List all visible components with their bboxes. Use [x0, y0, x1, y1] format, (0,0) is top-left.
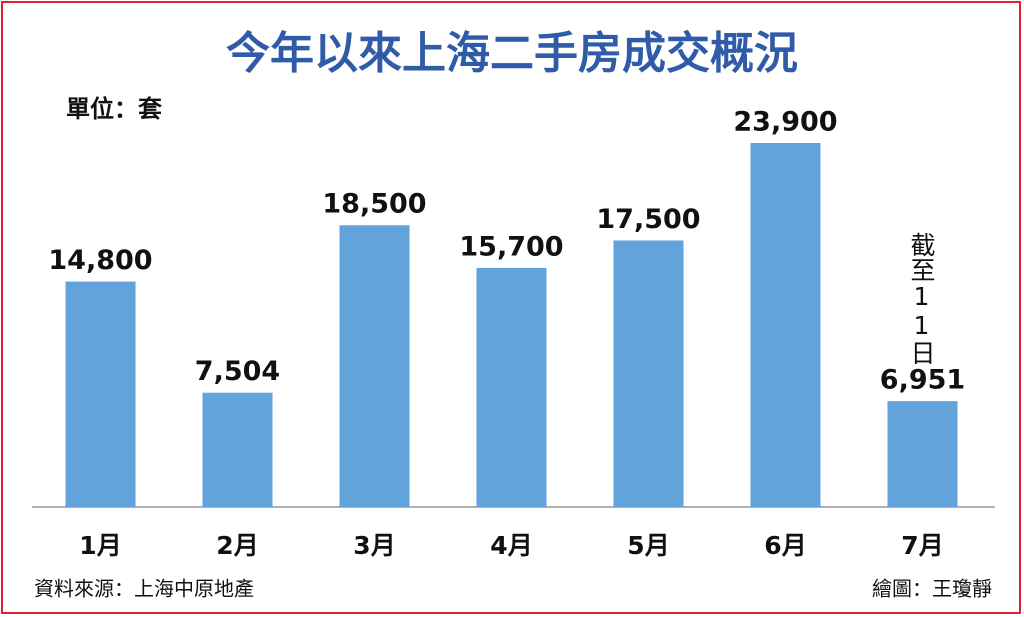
- bar: [476, 267, 547, 507]
- bar: [65, 281, 136, 507]
- x-tick-label: 4月: [490, 531, 532, 560]
- value-label: 14,800: [48, 245, 152, 276]
- x-tick-label: 2月: [216, 531, 258, 560]
- chart-title: 今年以來上海二手房成交概況: [226, 28, 798, 79]
- annotation: 截至11日: [907, 232, 936, 365]
- x-tick-label: 6月: [764, 531, 806, 560]
- x-tick-label: 1月: [79, 531, 121, 560]
- unit-label: 單位：套: [66, 95, 163, 123]
- bar: [887, 401, 958, 507]
- value-label: 18,500: [322, 189, 426, 220]
- bar: [339, 225, 410, 507]
- value-label: 7,504: [195, 356, 280, 387]
- x-tick-label: 5月: [627, 531, 669, 560]
- credit: 繪圖：王瓊靜: [872, 577, 992, 601]
- bar: [202, 392, 273, 507]
- value-label: 23,900: [733, 107, 837, 138]
- value-label: 6,951: [880, 365, 965, 396]
- bar: [613, 240, 684, 507]
- bar: [750, 143, 821, 507]
- x-tick-label: 3月: [353, 531, 395, 560]
- value-label: 17,500: [596, 204, 700, 235]
- x-tick-label: 7月: [901, 531, 943, 560]
- source: 資料來源：上海中原地產: [34, 577, 254, 601]
- value-label: 15,700: [459, 231, 563, 262]
